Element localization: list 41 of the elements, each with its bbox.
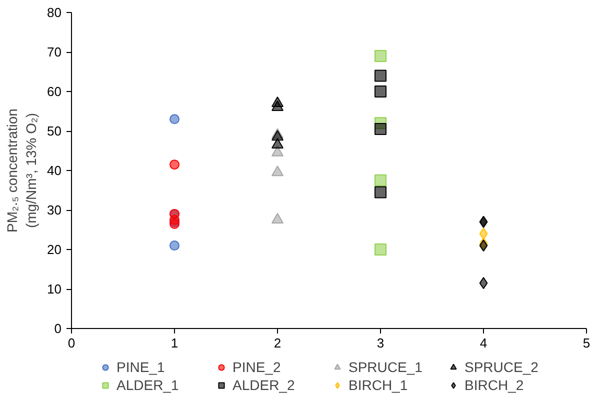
legend-label: SPRUCE_2 (464, 359, 540, 375)
y-tick-label: 10 (47, 282, 62, 296)
y-tick-label: 0 (54, 321, 62, 336)
point (272, 213, 284, 224)
point (374, 174, 386, 186)
y-tick-label: 20 (47, 242, 62, 257)
legend-label: BIRCH_2 (464, 377, 525, 393)
legend-label: PINE_2 (232, 359, 282, 375)
y-tick-label: 40 (47, 163, 62, 178)
point (170, 240, 180, 251)
y-tick-label: 50 (47, 124, 62, 138)
point (374, 123, 386, 136)
point (374, 70, 386, 82)
point (374, 186, 386, 198)
point (272, 100, 284, 111)
x-tick-label: 5 (582, 336, 590, 350)
x-tick-label: 0 (68, 336, 76, 350)
point (272, 138, 284, 148)
point (479, 277, 488, 290)
legend-label: BIRCH_1 (348, 377, 409, 393)
x-tick-label: 2 (274, 336, 282, 350)
x-tick-label: 4 (480, 336, 488, 350)
point (374, 50, 386, 62)
y-tick-label: 60 (47, 84, 62, 99)
x-tick-label: 3 (376, 336, 384, 350)
y-axis-title: PM₂.₅ concentration (mg/Nm³, 13% O₂) (4, 108, 40, 232)
point (374, 86, 386, 98)
y-tick-label: 80 (47, 5, 62, 20)
legend-label: ALDER_2 (232, 377, 296, 393)
point (170, 160, 180, 170)
point (374, 244, 386, 256)
y-tick-label: 30 (47, 202, 62, 218)
legend-label: PINE_1 (116, 359, 166, 375)
point (272, 166, 284, 176)
point (272, 146, 284, 156)
point (170, 114, 180, 124)
legend-label: ALDER_1 (116, 377, 180, 393)
y-tick-label: 70 (47, 44, 62, 60)
x-tick-label: 1 (170, 336, 178, 350)
legend-label: SPRUCE_1 (348, 359, 424, 375)
point (479, 228, 488, 240)
